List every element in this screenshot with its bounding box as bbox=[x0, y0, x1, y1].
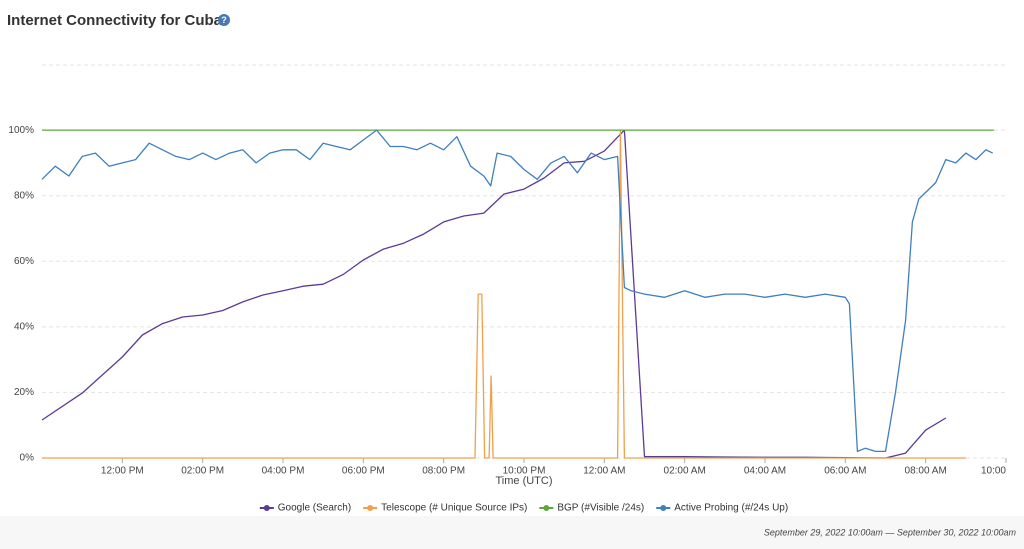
help-icon-text[interactable]: ? bbox=[221, 15, 227, 25]
legend-marker bbox=[543, 505, 550, 511]
legend-text[interactable]: Active Probing (#/24s Up) bbox=[674, 503, 788, 514]
chart-title: Internet Connectivity for Cuba bbox=[7, 12, 223, 29]
y-tick-label: 100% bbox=[8, 125, 34, 136]
x-tick-label: 10:00 bbox=[981, 466, 1006, 477]
legend-marker bbox=[263, 505, 270, 511]
x-tick-label: 06:00 AM bbox=[824, 466, 866, 477]
y-tick-label: 80% bbox=[14, 190, 34, 201]
legend-marker bbox=[367, 505, 374, 511]
y-tick-label: 60% bbox=[14, 256, 34, 267]
x-tick-label: 10:00 PM bbox=[503, 466, 546, 477]
date-range: September 29, 2022 10:00am — September 3… bbox=[764, 527, 1017, 537]
legend-text[interactable]: Telescope (# Unique Source IPs) bbox=[381, 503, 527, 514]
help-icon[interactable] bbox=[218, 14, 230, 26]
series-line bbox=[42, 129, 966, 459]
x-tick-label: 12:00 AM bbox=[583, 466, 625, 477]
x-axis-label: Time (UTC) bbox=[495, 475, 552, 487]
y-tick-label: 0% bbox=[20, 453, 35, 464]
legend-text[interactable]: BGP (#Visible /24s) bbox=[557, 503, 644, 514]
series-line bbox=[41, 129, 947, 459]
x-tick-label: 04:00 PM bbox=[262, 466, 305, 477]
legend-marker bbox=[660, 505, 667, 511]
x-tick-label: 06:00 PM bbox=[342, 466, 385, 477]
x-tick-label: 08:00 AM bbox=[905, 466, 947, 477]
footer-band bbox=[0, 516, 1024, 549]
x-tick-label: 04:00 AM bbox=[744, 466, 786, 477]
x-tick-label: 08:00 PM bbox=[422, 466, 465, 477]
x-tick-label: 02:00 AM bbox=[664, 466, 706, 477]
y-tick-label: 20% bbox=[14, 387, 34, 398]
series-line bbox=[41, 129, 993, 453]
x-tick-label: 02:00 PM bbox=[181, 466, 224, 477]
x-tick-label: 12:00 PM bbox=[101, 466, 144, 477]
legend-text[interactable]: Google (Search) bbox=[278, 503, 351, 514]
y-tick-label: 40% bbox=[14, 321, 34, 332]
